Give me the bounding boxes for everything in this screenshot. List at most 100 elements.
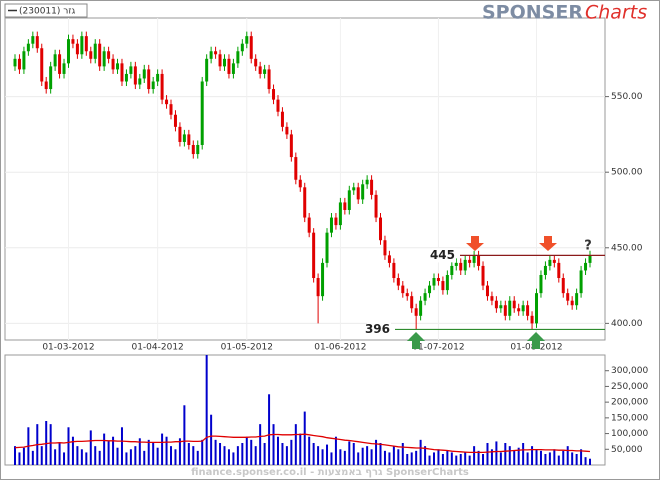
volume-bar xyxy=(415,450,418,465)
candle-body xyxy=(26,43,30,52)
volume-bar xyxy=(357,452,360,465)
volume-bar xyxy=(575,454,578,465)
volume-bar xyxy=(321,449,324,465)
candle-body xyxy=(543,265,547,275)
candle-body xyxy=(414,308,418,316)
volume-bar xyxy=(544,454,547,465)
candle-body xyxy=(298,179,302,188)
candle-body xyxy=(182,134,186,142)
volume-bar xyxy=(294,424,297,465)
y-tick-label: 50,000 xyxy=(611,445,643,455)
x-tick-label: 01-06-2012 xyxy=(314,343,366,353)
y-tick-label: 300,000 xyxy=(611,366,648,376)
y-tick-label: 250,000 xyxy=(611,382,648,392)
volume-bar xyxy=(486,443,489,465)
candle-body xyxy=(352,187,356,191)
volume-bar xyxy=(103,433,106,465)
volume-bar xyxy=(54,449,57,465)
candle-body xyxy=(160,73,164,100)
candle-body xyxy=(205,58,209,82)
y-tick-label: 100,000 xyxy=(611,429,648,439)
volume-bar xyxy=(290,439,293,465)
candle-body xyxy=(66,39,70,64)
volume-bar xyxy=(553,449,556,465)
volume-bar xyxy=(210,414,213,465)
candle-body xyxy=(58,54,62,74)
volume-bar xyxy=(522,443,525,465)
candle-body xyxy=(249,36,253,59)
volume-bar xyxy=(343,450,346,465)
volume-bar xyxy=(165,436,168,465)
volume-bar xyxy=(120,427,123,465)
volume-bar xyxy=(134,446,137,465)
volume-bar xyxy=(383,450,386,465)
volume-bar xyxy=(589,458,591,465)
candle-body xyxy=(289,134,293,158)
volume-bar xyxy=(236,446,239,465)
candle-body xyxy=(245,36,249,44)
candle-body xyxy=(196,144,200,155)
volume-bar xyxy=(562,450,565,465)
volume-bar xyxy=(285,446,288,465)
candle-body xyxy=(401,285,405,294)
candle-body xyxy=(178,126,182,142)
candle-body xyxy=(588,255,592,263)
candle-body xyxy=(481,265,485,286)
x-tick-label: 01-07-2012 xyxy=(412,343,464,353)
candle-body xyxy=(512,300,516,309)
volume-bar xyxy=(459,454,462,465)
candle-body xyxy=(71,39,75,44)
volume-bar xyxy=(125,452,128,465)
candle-body xyxy=(419,300,423,316)
candle-body xyxy=(75,43,79,55)
volume-bar xyxy=(584,457,587,465)
candle-body xyxy=(370,179,374,195)
volume-bar xyxy=(18,452,21,465)
candle-body xyxy=(356,187,360,200)
candle-body xyxy=(84,36,88,52)
candle-body xyxy=(428,285,432,294)
candle-body xyxy=(147,69,151,90)
candle-body xyxy=(463,259,467,271)
volume-bar xyxy=(85,452,88,465)
candle-body xyxy=(321,262,325,297)
candle-body xyxy=(116,63,120,70)
candle-body xyxy=(490,296,494,301)
candle-body xyxy=(272,89,276,100)
candle-body xyxy=(303,187,307,218)
candle-body xyxy=(552,259,556,263)
volume-bar xyxy=(450,452,453,465)
volume-bar xyxy=(58,443,61,465)
candle-body xyxy=(98,43,102,67)
candle-body xyxy=(102,51,106,67)
volume-bar xyxy=(201,439,204,465)
candle-body xyxy=(276,99,280,112)
volume-bar xyxy=(161,433,164,465)
candle-body xyxy=(361,184,365,200)
candle-body xyxy=(35,36,39,49)
volume-bar xyxy=(312,443,315,465)
candle-body xyxy=(392,262,396,279)
volume-bar xyxy=(361,447,364,465)
volume-bar xyxy=(80,449,83,465)
volume-bar xyxy=(147,439,150,465)
volume-bar xyxy=(455,455,458,465)
candle-body xyxy=(472,255,476,263)
buy-arrow xyxy=(527,332,545,349)
volume-bar xyxy=(339,449,342,465)
volume-bar xyxy=(129,449,132,465)
volume-bar xyxy=(14,446,16,465)
volume-bar xyxy=(406,454,409,465)
candle-body xyxy=(44,81,48,90)
volume-bar xyxy=(508,446,511,465)
candle-body xyxy=(49,66,53,90)
volume-bar xyxy=(156,447,159,465)
x-tick-label: 01-03-2012 xyxy=(42,343,94,353)
candle-body xyxy=(124,73,128,82)
candle-body xyxy=(133,66,137,85)
volume-bar xyxy=(539,450,542,465)
volume-average-line xyxy=(14,433,591,454)
level-label: 445 xyxy=(430,248,455,262)
candle-body xyxy=(477,255,481,266)
